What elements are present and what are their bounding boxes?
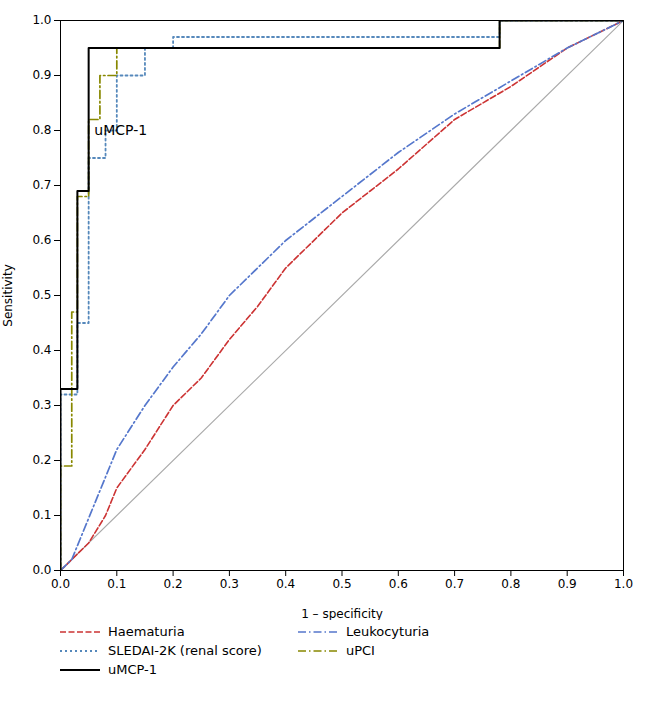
svg-text:0.1: 0.1 [107, 577, 126, 591]
svg-text:0.1: 0.1 [32, 508, 51, 522]
svg-text:1.0: 1.0 [614, 577, 633, 591]
svg-text:0.7: 0.7 [32, 178, 51, 192]
svg-text:0.4: 0.4 [276, 577, 295, 591]
svg-text:1 – specificity: 1 – specificity [301, 607, 383, 621]
html-text:uMCP-1: uMCP-1 [108, 662, 158, 677]
svg-text:0.8: 0.8 [32, 123, 51, 137]
html-text:uPCI: uPCI [345, 643, 375, 658]
svg-text:0.0: 0.0 [32, 563, 51, 577]
html-text:SLEDAI-2K (renal score): SLEDAI-2K (renal score) [108, 643, 262, 658]
svg-text:0.6: 0.6 [32, 233, 51, 247]
svg-text:1.0: 1.0 [32, 13, 51, 27]
svg-text:0.9: 0.9 [32, 68, 51, 82]
svg-text:Sensitivity: Sensitivity [1, 264, 15, 326]
svg-text:0.7: 0.7 [445, 577, 464, 591]
svg-text:0.4: 0.4 [32, 343, 51, 357]
svg-text:0.0: 0.0 [51, 577, 70, 591]
html-text:Leukocyturia: Leukocyturia [345, 624, 430, 639]
svg-text:uMCP-1: uMCP-1 [94, 122, 147, 138]
svg-text:0.2: 0.2 [164, 577, 183, 591]
html-text:Haematuria: Haematuria [108, 624, 185, 639]
svg-text:0.8: 0.8 [501, 577, 520, 591]
svg-text:0.3: 0.3 [32, 398, 51, 412]
svg-text:0.6: 0.6 [389, 577, 408, 591]
svg-text:0.5: 0.5 [32, 288, 51, 302]
svg-text:0.3: 0.3 [220, 577, 239, 591]
svg-text:0.5: 0.5 [332, 577, 351, 591]
svg-text:0.9: 0.9 [558, 577, 577, 591]
svg-text:0.2: 0.2 [32, 453, 51, 467]
